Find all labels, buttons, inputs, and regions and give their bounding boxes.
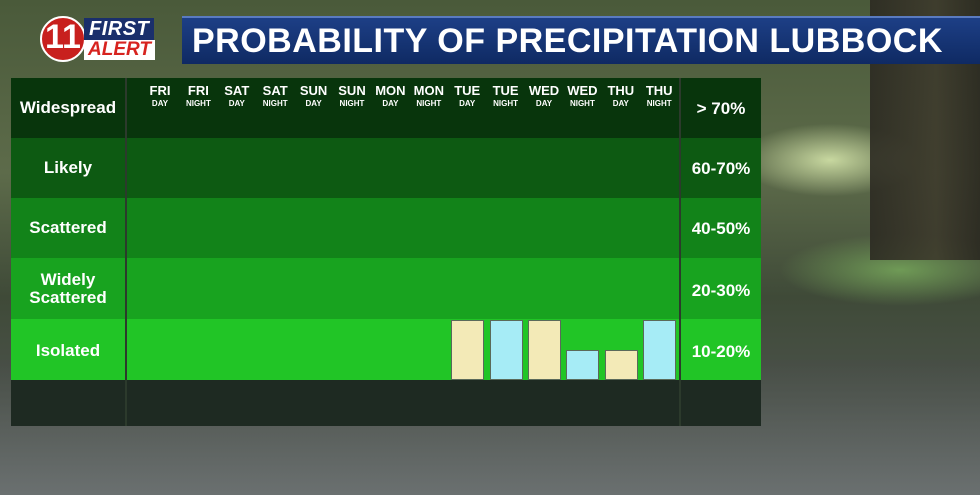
x-tick-part: DAY bbox=[382, 99, 399, 108]
x-tick-label: THU NIGHT bbox=[640, 84, 678, 110]
band-likely bbox=[11, 138, 761, 198]
x-tick-part: NIGHT bbox=[416, 99, 442, 108]
x-tick-day: THU bbox=[645, 83, 673, 98]
x-tick-label: MON NIGHT bbox=[410, 84, 448, 110]
scale-range-isolated: 10-20% bbox=[691, 342, 751, 361]
x-tick-day: SUN bbox=[299, 83, 328, 98]
chart-bar bbox=[604, 350, 638, 380]
logo-circle bbox=[40, 16, 86, 62]
chart-bar bbox=[489, 320, 523, 380]
x-tick-part: NIGHT bbox=[339, 99, 365, 108]
x-tick-label: WED NIGHT bbox=[563, 84, 601, 110]
x-tick-label: MON DAY bbox=[371, 84, 409, 110]
page-title: PROBABILITY OF PRECIPITATION LUBBOCK bbox=[192, 22, 943, 60]
scale-label-likely: Likely bbox=[43, 158, 93, 177]
scale-range-scattered: 40-50% bbox=[691, 219, 751, 238]
x-tick-day: FRI bbox=[149, 83, 171, 98]
x-tick-part: DAY bbox=[151, 99, 169, 108]
title-bar: PROBABILITY OF PRECIPITATION LUBBOCK bbox=[182, 16, 980, 64]
x-tick-label: SAT NIGHT bbox=[256, 84, 294, 110]
scale-range-likely: 60-70% bbox=[691, 159, 751, 178]
x-tick-part: DAY bbox=[612, 99, 629, 108]
x-tick-part: NIGHT bbox=[569, 99, 595, 108]
x-axis bbox=[11, 380, 761, 426]
x-tick-part: NIGHT bbox=[493, 99, 519, 108]
x-tick-label: SUN DAY bbox=[295, 84, 333, 110]
scale-label-scattered: Scattered bbox=[29, 218, 107, 237]
left-divider bbox=[125, 78, 127, 426]
x-tick-label: TUE DAY bbox=[448, 84, 486, 110]
chart-bar bbox=[566, 350, 600, 380]
x-tick-part: NIGHT bbox=[646, 99, 672, 108]
scale-label-isolated: Isolated bbox=[35, 341, 101, 360]
x-tick-day: MON bbox=[413, 83, 444, 98]
band-widespread bbox=[11, 78, 761, 138]
logo-number: 11 bbox=[45, 18, 81, 56]
x-tick-label: THU DAY bbox=[602, 84, 640, 110]
x-tick-part: DAY bbox=[305, 99, 322, 108]
x-tick-part: NIGHT bbox=[262, 99, 288, 108]
band-widely-scattered bbox=[11, 258, 761, 319]
x-tick-label: SAT DAY bbox=[218, 84, 256, 110]
chart-bar bbox=[643, 320, 677, 380]
x-tick-part: DAY bbox=[459, 99, 476, 108]
x-tick-day: SAT bbox=[224, 83, 250, 98]
scale-label-widespread: Widespread bbox=[19, 98, 117, 117]
right-divider bbox=[679, 78, 681, 426]
x-tick-day: THU bbox=[607, 83, 635, 98]
x-tick-part: DAY bbox=[535, 99, 553, 108]
x-tick-day: MON bbox=[375, 83, 406, 98]
x-tick-part: DAY bbox=[228, 99, 245, 108]
chart-bar bbox=[528, 320, 561, 380]
x-tick-day: TUE bbox=[454, 83, 481, 98]
logo-first-text: FIRST bbox=[84, 18, 155, 40]
scale-label-widely-scattered: Widely Scattered bbox=[29, 270, 107, 307]
scale-range-widespread: > 70% bbox=[696, 99, 746, 118]
x-tick-label: TUE NIGHT bbox=[487, 84, 525, 110]
chart-panel: Widespread Likely Scattered Widely Scatt… bbox=[11, 78, 761, 426]
logo-alert-text: ALERT bbox=[84, 40, 155, 60]
x-tick-label: FRI DAY bbox=[141, 84, 179, 110]
x-tick-label: WED DAY bbox=[525, 84, 563, 110]
x-tick-day: TUE bbox=[492, 83, 519, 98]
scale-range-widely-scattered: 20-30% bbox=[691, 281, 751, 300]
x-tick-label: FRI NIGHT bbox=[179, 84, 217, 110]
x-tick-label: SUN NIGHT bbox=[333, 84, 371, 110]
x-tick-day: SUN bbox=[338, 83, 366, 98]
x-tick-day: FRI bbox=[187, 83, 209, 98]
x-tick-day: WED bbox=[528, 83, 560, 98]
x-tick-day: WED bbox=[567, 83, 598, 98]
band-scattered bbox=[11, 198, 761, 258]
first-alert-logo: 11 FIRST ALERT bbox=[40, 14, 168, 64]
chart-bar bbox=[451, 320, 485, 380]
x-tick-day: SAT bbox=[262, 83, 288, 98]
x-tick-part: NIGHT bbox=[185, 99, 211, 108]
